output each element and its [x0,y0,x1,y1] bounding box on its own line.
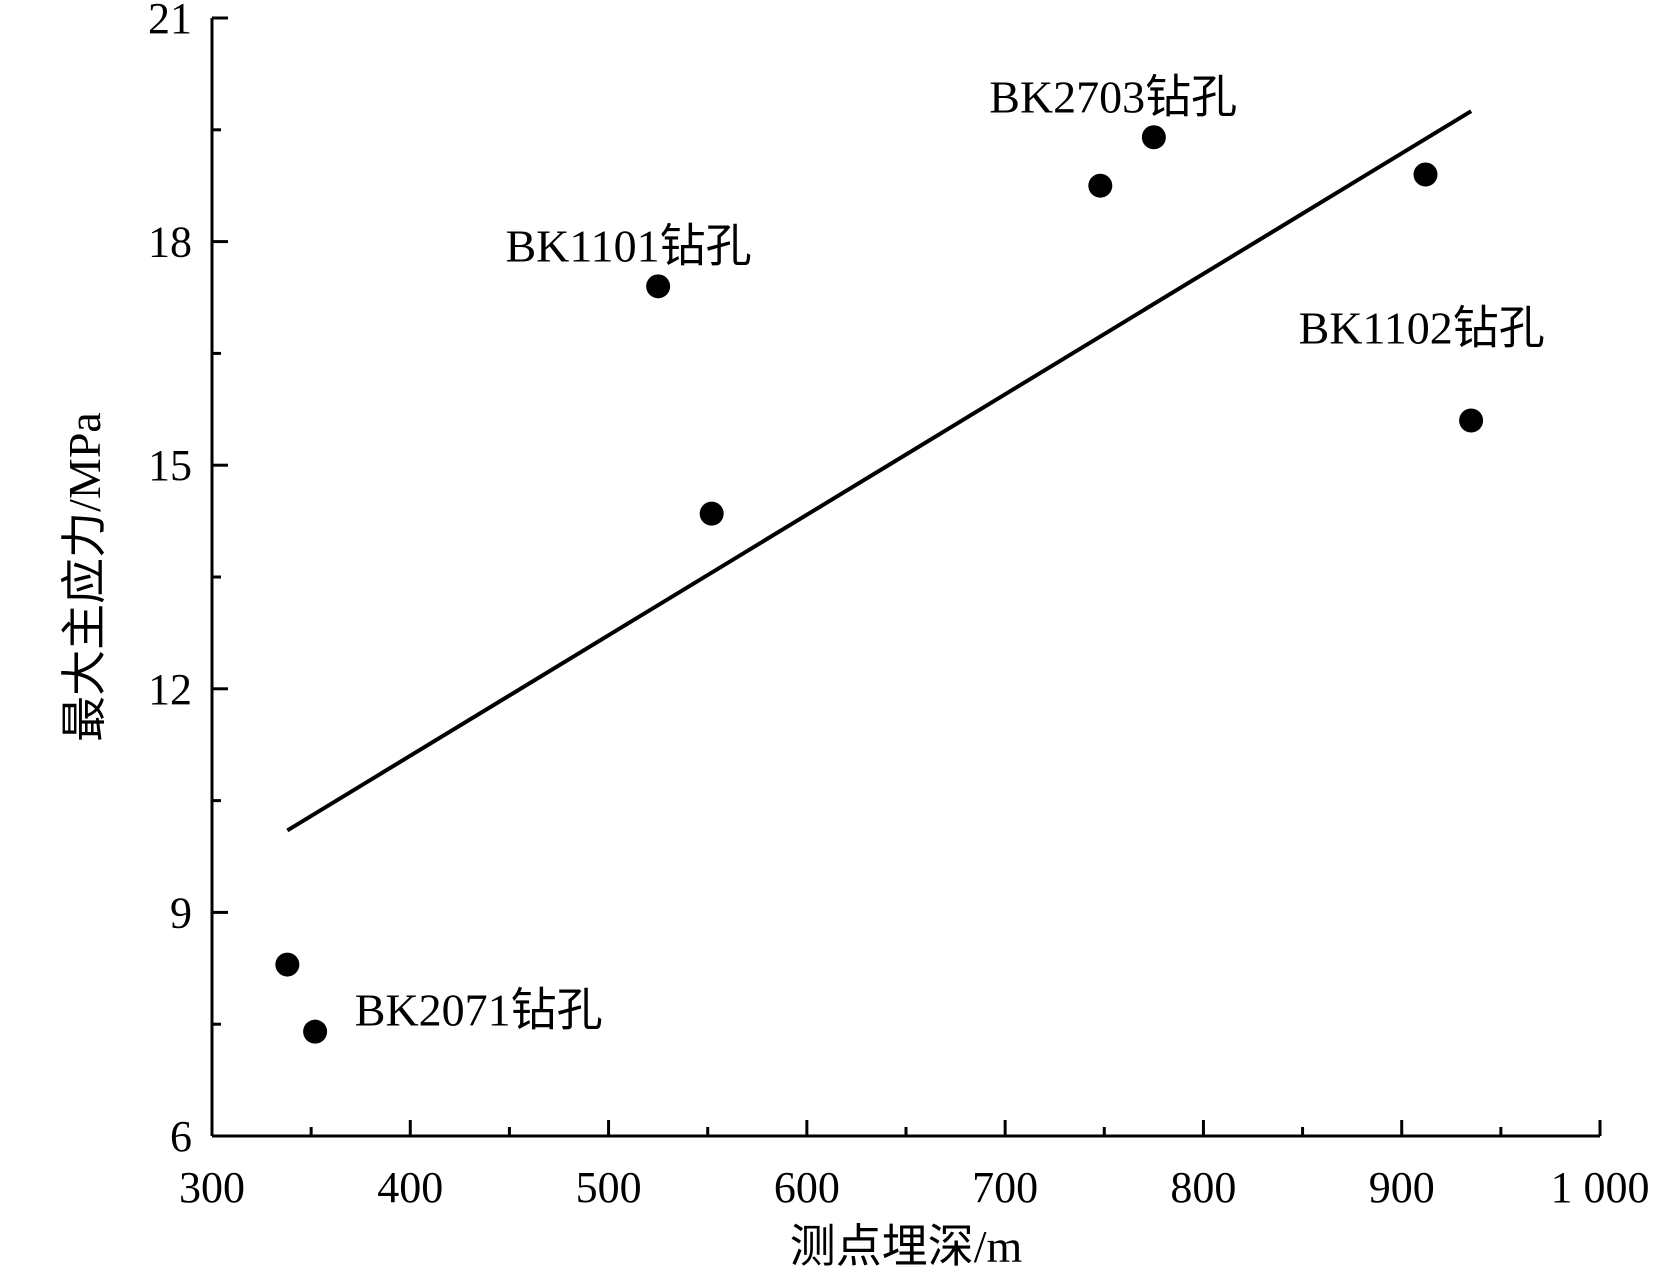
x-tick-label: 600 [774,1163,840,1212]
fit-layer [286,109,1473,833]
data-point [1088,173,1113,198]
data-point [275,952,300,977]
x-tick-label: 500 [576,1163,642,1212]
x-axis-title: 测点埋深/m [790,1221,1023,1272]
x-tick-label: 300 [179,1163,245,1212]
y-tick-label: 18 [148,218,192,267]
annotations-layer: BK2071钻孔 BK1101钻孔 BK2703钻孔 BK1102钻孔 [355,71,1545,1035]
borehole-annotation: BK1102钻孔 [1299,302,1545,353]
ticks-layer: 300 400 500 600 700 800 900 1 000 6 9 12 15 18 21 [148,0,1650,1212]
y-tick-label: 6 [170,1112,192,1161]
x-tick-label: 800 [1170,1163,1236,1212]
x-tick-label: 400 [377,1163,443,1212]
data-point [1459,408,1484,433]
data-point [1141,125,1166,150]
data-point [1413,162,1438,187]
y-tick-label: 12 [148,665,192,714]
fit-line [286,109,1473,833]
data-point [303,1019,328,1044]
x-tick-label: 900 [1369,1163,1435,1212]
borehole-annotation: BK2071钻孔 [355,984,603,1035]
points-layer [275,125,1484,1044]
x-tick-label: 1 000 [1551,1163,1650,1212]
x-tick-label: 700 [972,1163,1038,1212]
y-tick-label: 21 [148,0,192,43]
y-axis-title: 最大主应力/MPa [59,412,110,742]
borehole-annotation: BK2703钻孔 [989,71,1237,122]
data-point [646,274,671,299]
y-tick-label: 15 [148,441,192,490]
y-tick-label: 9 [170,888,192,937]
data-point [699,501,724,526]
borehole-annotation: BK1101钻孔 [505,220,751,271]
